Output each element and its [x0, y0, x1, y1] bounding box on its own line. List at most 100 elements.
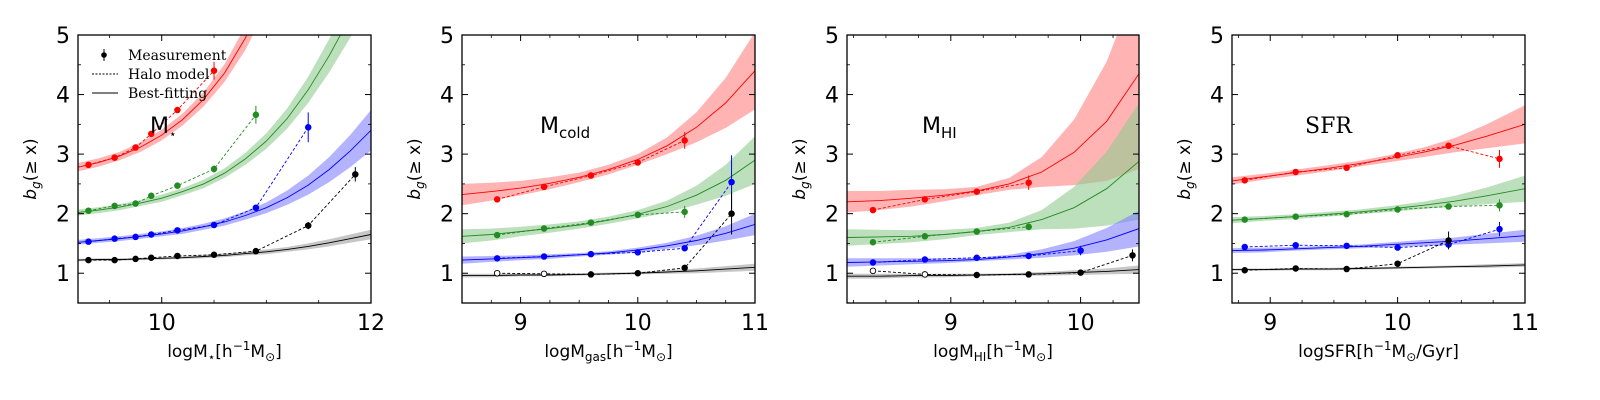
panel-label: Mcold: [540, 114, 590, 142]
x-axis-label: logMgas[h−1M⊙]: [544, 339, 672, 364]
data-point-green: [493, 231, 501, 239]
data-point-red: [1394, 152, 1401, 159]
confidence-band-red: [1232, 105, 1525, 185]
confidence-band-red: [78, 35, 254, 172]
data-point-black: [1241, 266, 1248, 274]
confidence-band-green: [1232, 175, 1525, 224]
data-point-green: [1241, 216, 1248, 223]
legend-label: Measurement: [128, 48, 227, 64]
legend-marker: [101, 52, 107, 58]
y-tick-label: 1: [56, 262, 70, 287]
x-tick-label: 10: [1384, 311, 1412, 336]
x-label-unit: [h: [215, 342, 232, 362]
data-point-green: [85, 207, 92, 214]
panel-label-sub: cold: [559, 124, 590, 142]
y-tick-label: 5: [56, 24, 70, 49]
halo-model-line-red: [872, 182, 1029, 211]
halo-model-line-red: [88, 70, 215, 166]
plot-area: [78, 35, 371, 264]
best-fit-line-green: [847, 160, 1139, 238]
x-label-sub2: ⊙: [1406, 350, 1416, 364]
x-label-unit: [h: [1356, 342, 1373, 362]
data-point-black: [1129, 252, 1136, 259]
x-label-main: logSFR: [1298, 342, 1356, 362]
y-label-main: b: [790, 189, 810, 200]
data-point-blue: [147, 231, 155, 238]
y-label-main: b: [405, 189, 425, 200]
confidence-band-green: [78, 35, 352, 216]
best-fit-line-black: [78, 234, 371, 261]
y-label-sub: g: [413, 181, 427, 189]
y-tick-label: 4: [56, 84, 70, 109]
data-point-black: [210, 251, 218, 259]
data-point-red: [85, 161, 92, 169]
legend-label: Best-fitting: [128, 86, 207, 102]
y-tick-label: 3: [825, 143, 839, 168]
data-point-blue: [304, 124, 312, 131]
y-label-sub: g: [29, 181, 43, 189]
halo-model-line-black: [88, 174, 356, 261]
x-label-close: ]: [666, 342, 673, 362]
data-point-black: [352, 171, 359, 178]
data-point-black: [1292, 265, 1299, 272]
data-point-red: [132, 144, 139, 151]
data-point-blue: [634, 249, 642, 256]
panel-label-main: M: [922, 114, 941, 139]
x-label-close: /Gyr]: [1416, 342, 1459, 362]
axes-frame: [1231, 34, 1526, 304]
y-label-rest: (≥ x): [790, 138, 810, 181]
halo-model-line-blue: [88, 127, 309, 243]
data-point-black: [304, 222, 312, 229]
data-point-green: [252, 111, 260, 119]
data-point-green: [111, 202, 118, 210]
halo-model-line-green: [497, 211, 685, 236]
best-fit-line-blue: [78, 129, 371, 243]
data-point-blue: [111, 235, 118, 242]
data-point-black: [132, 255, 139, 263]
x-label-close: ]: [1046, 342, 1053, 362]
data-point-green: [1025, 223, 1032, 231]
y-tick-label: 1: [825, 262, 839, 287]
confidence-band-green: [847, 102, 1139, 246]
data-point-black: [973, 271, 981, 279]
y-tick-label: 4: [1210, 84, 1224, 109]
data-point-red: [1343, 164, 1350, 172]
confidence-band-black: [462, 263, 755, 278]
x-label-unit2: M: [1392, 342, 1407, 362]
x-label-unit: [h: [606, 342, 623, 362]
confidence-band-blue: [1232, 229, 1525, 253]
data-point-green: [634, 211, 642, 219]
y-tick-label: 2: [825, 203, 839, 228]
x-axis-label: logSFR[h−1M⊙/Gyr]: [1298, 339, 1459, 364]
data-point-green: [921, 233, 929, 240]
y-tick-label: 3: [1210, 143, 1224, 168]
data-point-black: [540, 270, 548, 278]
best-fit-line-blue: [1232, 235, 1525, 252]
data-point-red: [634, 159, 642, 166]
y-label-rest: (≥ x): [405, 138, 425, 181]
x-label-unit2: M: [1021, 342, 1036, 362]
data-point-blue: [1343, 242, 1350, 250]
data-point-black: [1394, 260, 1401, 267]
x-tick-label: 10: [624, 311, 652, 336]
data-point-black: [1445, 237, 1452, 244]
data-point-green: [869, 239, 877, 246]
halo-model-line-black: [497, 213, 732, 275]
y-label-rest: (≥ x): [21, 138, 41, 181]
x-label-main: logM: [544, 342, 585, 362]
plot-area: [462, 35, 755, 278]
y-label-sub: g: [798, 181, 812, 189]
confidence-band-blue: [847, 210, 1139, 267]
data-point-red: [869, 206, 877, 214]
confidence-band-red: [847, 35, 1139, 213]
data-point-green: [973, 228, 981, 235]
x-tick-label: 12: [357, 311, 385, 336]
y-tick-label: 2: [56, 203, 70, 228]
x-axis-label: logM⋆[h−1M⊙]: [167, 339, 282, 364]
y-tick-label: 5: [825, 24, 839, 49]
y-label-rest: (≥ x): [1175, 138, 1195, 181]
data-point-red: [1241, 177, 1248, 184]
confidence-band-green: [462, 136, 755, 244]
data-point-black: [1025, 271, 1032, 278]
